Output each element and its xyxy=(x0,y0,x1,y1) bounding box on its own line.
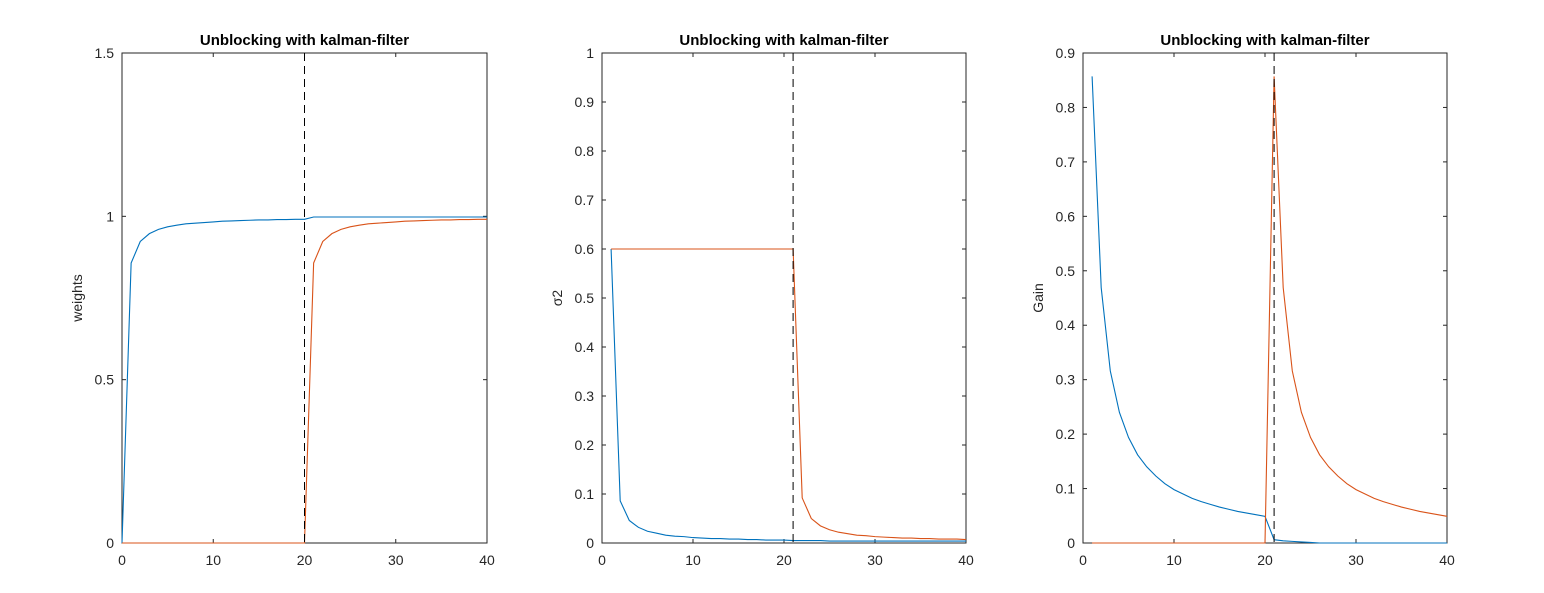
x-tick-label: 40 xyxy=(479,552,495,568)
y-tick-label: 0.3 xyxy=(575,388,595,404)
y-tick-label: 0.1 xyxy=(575,486,595,502)
x-tick-label: 10 xyxy=(205,552,221,568)
y-tick-label: 0.5 xyxy=(95,372,115,388)
y-tick-label: 0.4 xyxy=(575,339,595,355)
y-tick-label: 1 xyxy=(586,45,594,61)
y-tick-label: 1.5 xyxy=(95,45,115,61)
y-tick-label: 0.7 xyxy=(1056,154,1076,170)
x-tick-label: 10 xyxy=(685,552,701,568)
x-tick-label: 0 xyxy=(1079,552,1087,568)
x-tick-label: 30 xyxy=(1348,552,1364,568)
y-tick-label: 0 xyxy=(106,535,114,551)
series-line-1 xyxy=(1091,76,1447,544)
series-line-2 xyxy=(122,218,487,544)
y-tick-label: 0.9 xyxy=(575,94,595,110)
y-axis-label: Gain xyxy=(1030,283,1046,313)
series-line-1 xyxy=(610,248,966,542)
chart-panel-2: 0 10 20 30 40 0 0.1 0.2 0.3 0.4 0.5 0.6 0.7 0.8 0.9 1 Un… xyxy=(549,32,974,568)
chart-title: Unblocking with kalman-filter xyxy=(679,32,888,49)
x-tick-label: 10 xyxy=(1166,552,1182,568)
axes-box xyxy=(601,52,967,544)
x-tick-label: 0 xyxy=(118,552,126,568)
y-tick-label: 0.1 xyxy=(1056,481,1076,497)
x-tick-label: 30 xyxy=(388,552,404,568)
series-line-2 xyxy=(611,248,967,541)
chart-title: Unblocking with kalman-filter xyxy=(200,32,409,49)
y-tick-label: 0.4 xyxy=(1056,317,1076,333)
y-tick-label: 0 xyxy=(1067,535,1075,551)
y-axis-label: weights xyxy=(69,274,85,322)
x-tick-label: 20 xyxy=(1257,552,1273,568)
series-line-1 xyxy=(121,216,487,544)
y-tick-label: 0.8 xyxy=(575,143,595,159)
chart-panel-3: 0 10 20 30 40 0 0.1 0.2 0.3 0.4 0.5 0.6 0.7 0.8 0.9 Unb… xyxy=(1030,32,1455,568)
x-tick-label: 40 xyxy=(1439,552,1455,568)
y-tick-label: 0.7 xyxy=(575,192,595,208)
y-tick-label: 0.6 xyxy=(575,241,595,257)
x-tick-label: 40 xyxy=(958,552,974,568)
x-tick-label: 0 xyxy=(598,552,606,568)
y-axis-label: σ2 xyxy=(549,290,565,307)
y-tick-label: 0.8 xyxy=(1056,99,1076,115)
series-line-2 xyxy=(1092,76,1448,544)
y-tick-label: 1 xyxy=(106,208,114,224)
y-tick-label: 0.2 xyxy=(575,437,595,453)
axes-box xyxy=(1082,52,1448,544)
y-tick-label: 0.2 xyxy=(1056,426,1076,442)
y-tick-label: 0.5 xyxy=(575,290,595,306)
y-tick-label: 0.3 xyxy=(1056,372,1076,388)
x-tick-label: 20 xyxy=(297,552,313,568)
y-tick-label: 0.5 xyxy=(1056,263,1076,279)
x-tick-label: 20 xyxy=(776,552,792,568)
y-tick-label: 0 xyxy=(586,535,594,551)
y-tick-label: 0.9 xyxy=(1056,45,1076,61)
chart-title: Unblocking with kalman-filter xyxy=(1160,32,1369,49)
chart-panel-1: 0 10 20 30 40 0 0.5 1 1.5 Unblocking with kalman-… xyxy=(69,32,495,568)
y-tick-label: 0.6 xyxy=(1056,208,1076,224)
x-tick-label: 30 xyxy=(867,552,883,568)
